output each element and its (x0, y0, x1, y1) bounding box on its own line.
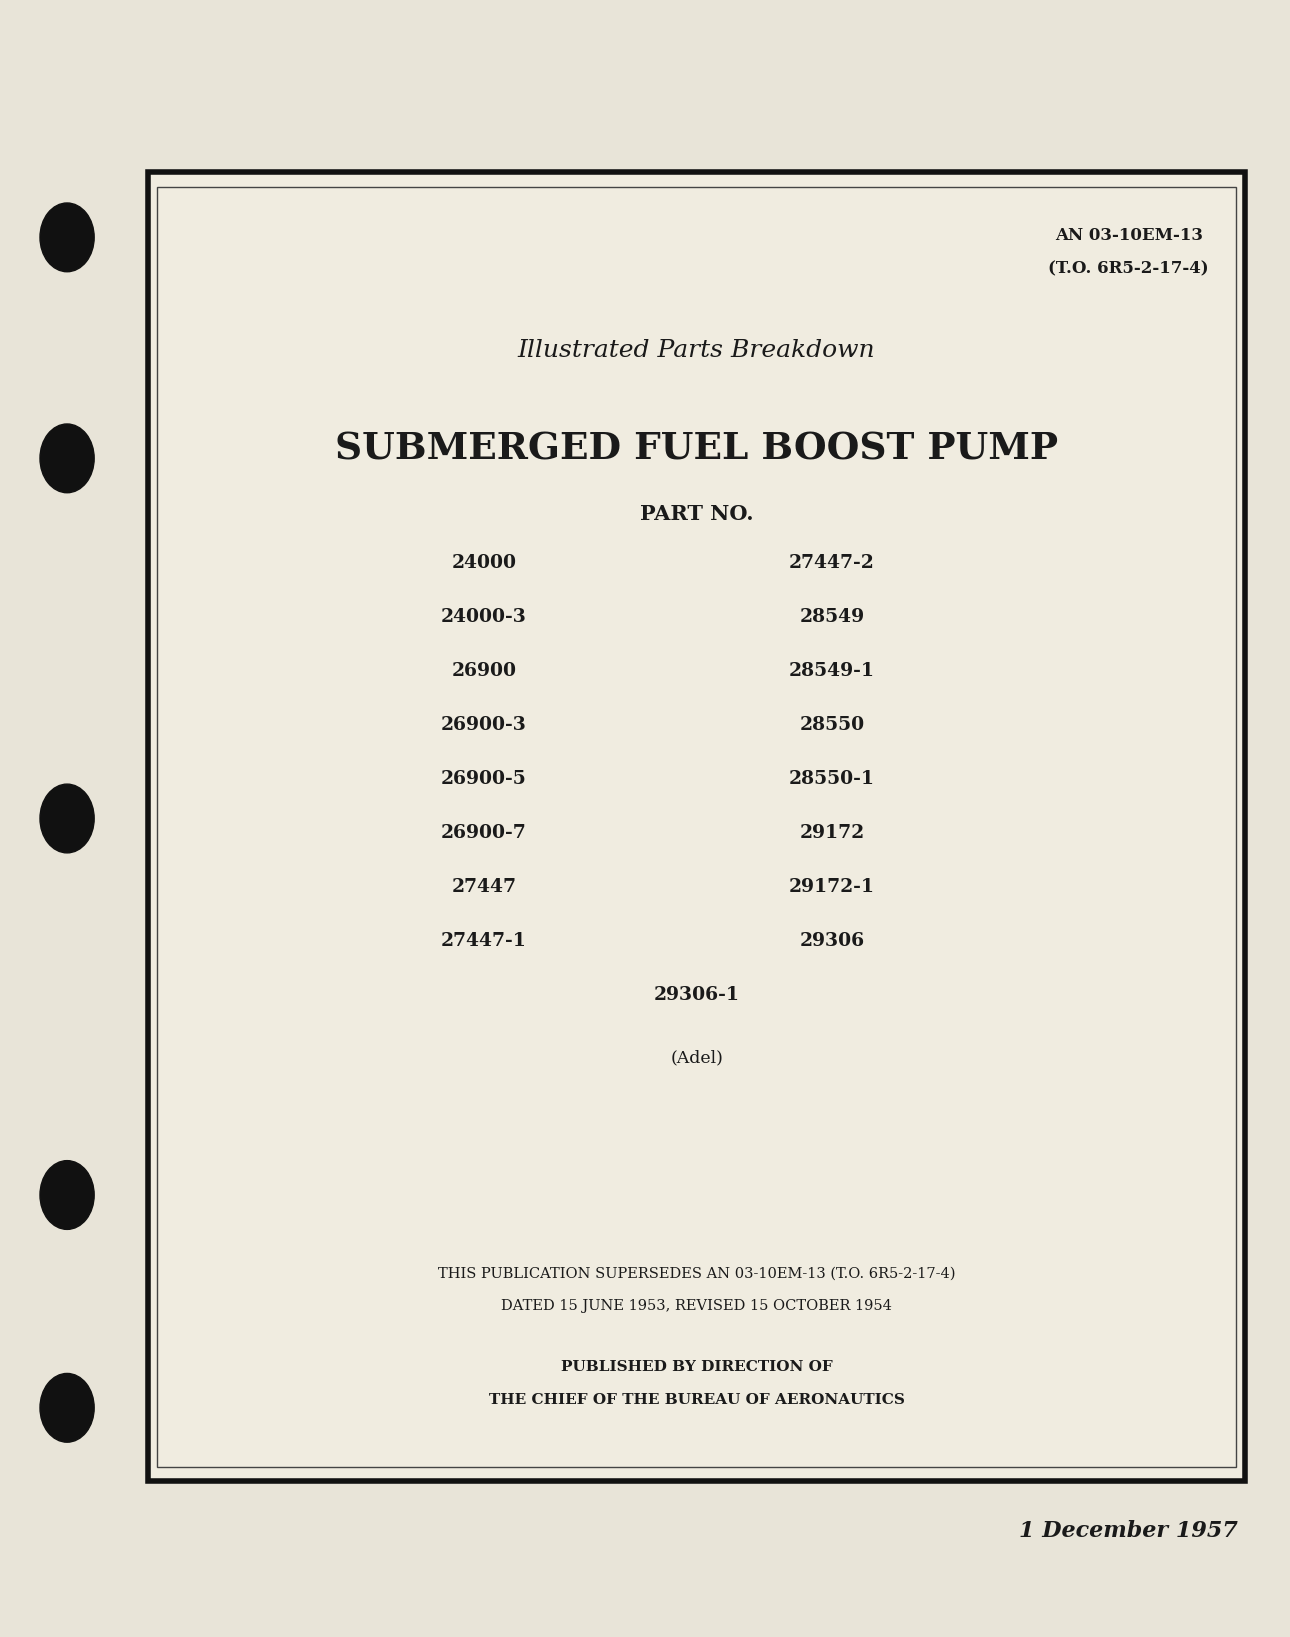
Text: PUBLISHED BY DIRECTION OF: PUBLISHED BY DIRECTION OF (561, 1360, 832, 1373)
Bar (148, 172, 1245, 1481)
Circle shape (40, 203, 94, 272)
Text: 29172-1: 29172-1 (789, 879, 875, 895)
Circle shape (40, 424, 94, 493)
Text: 1 December 1957: 1 December 1957 (1019, 1519, 1238, 1542)
Text: AN 03-10EM-13: AN 03-10EM-13 (1055, 228, 1202, 244)
Text: DATED 15 JUNE 1953, REVISED 15 OCTOBER 1954: DATED 15 JUNE 1953, REVISED 15 OCTOBER 1… (501, 1300, 893, 1313)
Text: Illustrated Parts Breakdown: Illustrated Parts Breakdown (517, 339, 876, 362)
Text: 28550: 28550 (800, 717, 864, 733)
Text: 27447-2: 27447-2 (789, 555, 875, 571)
Text: 24000-3: 24000-3 (441, 609, 526, 625)
Text: 27447: 27447 (451, 879, 516, 895)
Text: (Adel): (Adel) (671, 1049, 722, 1066)
Text: 28549: 28549 (800, 609, 864, 625)
Bar (157, 187, 1236, 1467)
Text: 26900-7: 26900-7 (441, 825, 526, 841)
Circle shape (40, 784, 94, 853)
Text: 28549-1: 28549-1 (789, 663, 875, 679)
Text: 29172: 29172 (800, 825, 864, 841)
Text: 24000: 24000 (451, 555, 516, 571)
Text: 26900-3: 26900-3 (441, 717, 526, 733)
Circle shape (40, 1373, 94, 1442)
Text: PART NO.: PART NO. (640, 504, 753, 524)
Text: THIS PUBLICATION SUPERSEDES AN 03-10EM-13 (T.O. 6R5-2-17-4): THIS PUBLICATION SUPERSEDES AN 03-10EM-1… (437, 1267, 956, 1280)
Text: 27447-1: 27447-1 (441, 933, 526, 949)
Text: (T.O. 6R5-2-17-4): (T.O. 6R5-2-17-4) (1049, 260, 1209, 277)
Circle shape (40, 1161, 94, 1229)
Text: 26900-5: 26900-5 (441, 771, 526, 787)
Text: SUBMERGED FUEL BOOST PUMP: SUBMERGED FUEL BOOST PUMP (335, 431, 1058, 467)
Text: THE CHIEF OF THE BUREAU OF AERONAUTICS: THE CHIEF OF THE BUREAU OF AERONAUTICS (489, 1393, 904, 1406)
Text: 28550-1: 28550-1 (789, 771, 875, 787)
Text: 29306-1: 29306-1 (654, 987, 739, 1003)
Text: 29306: 29306 (800, 933, 864, 949)
Text: 26900: 26900 (451, 663, 516, 679)
